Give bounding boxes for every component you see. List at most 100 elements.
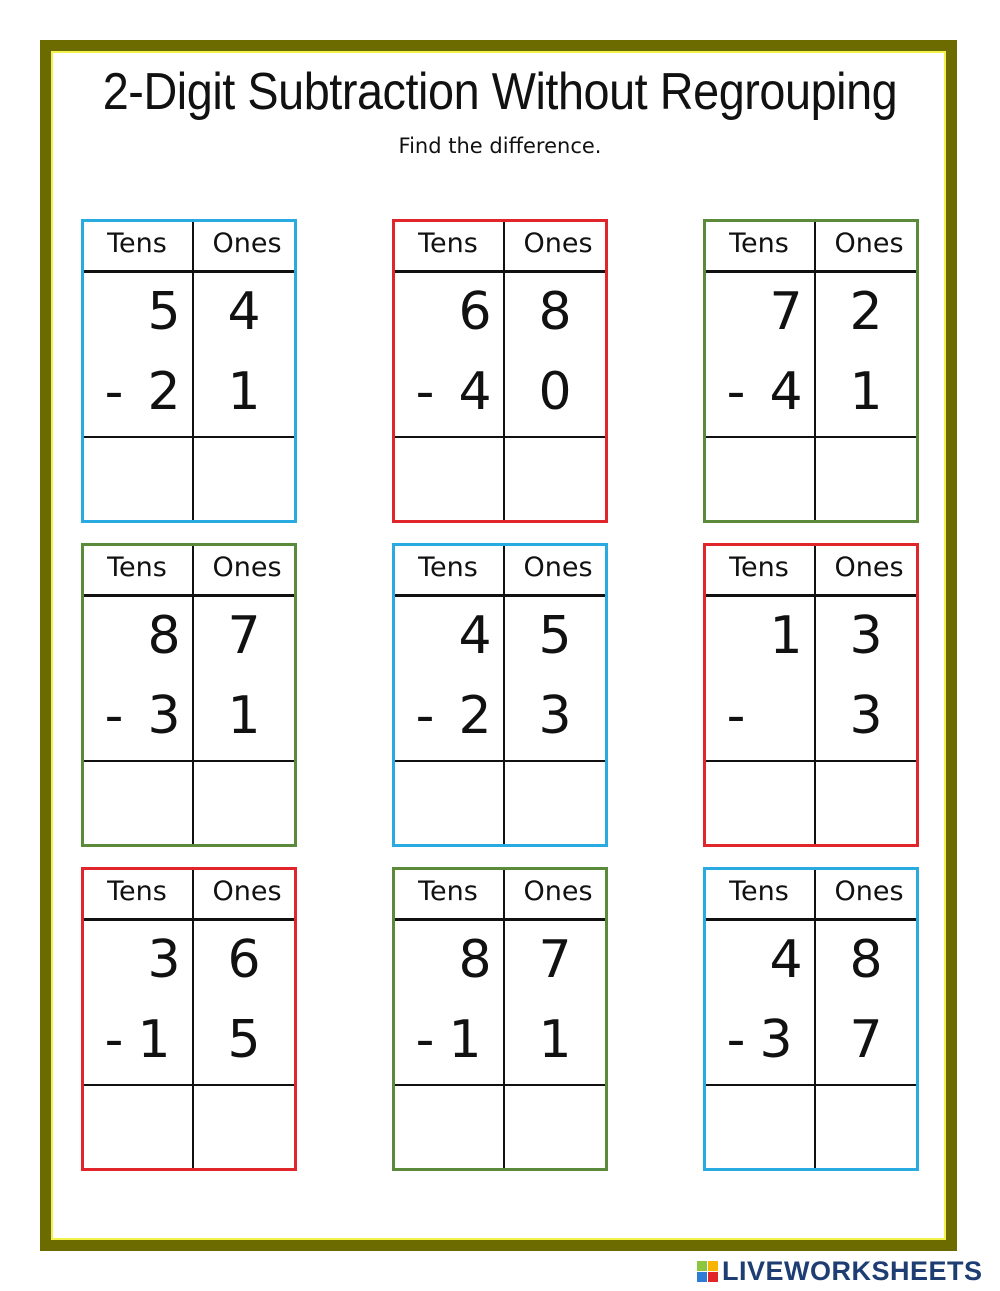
answer-ones-input[interactable] (505, 1086, 615, 1168)
bottom-tens-digit: 2 (147, 362, 181, 422)
tens-header: Tens (107, 552, 167, 583)
minus-sign: - (415, 362, 435, 422)
bottom-ones-digit: 7 (849, 1010, 883, 1070)
minus-sign: - (415, 686, 435, 746)
ones-header: Ones (834, 552, 904, 583)
top-ones-digit: 7 (538, 930, 572, 990)
problem-box: Tens Ones 4 8 -3 7 (703, 867, 926, 1171)
bottom-tens-digit: 2 (458, 686, 492, 746)
answer-ones-input[interactable] (816, 438, 926, 520)
tens-header: Tens (729, 552, 789, 583)
answer-ones-input[interactable] (194, 438, 304, 520)
column-divider (814, 546, 816, 844)
liveworksheets-logo: LIVEWORKSHEETS (697, 1256, 983, 1287)
ones-header: Ones (523, 552, 593, 583)
answer-tens-input[interactable] (706, 1086, 816, 1168)
answer-divider (706, 760, 916, 762)
answer-ones-input[interactable] (194, 1086, 304, 1168)
top-ones-digit: 8 (849, 930, 883, 990)
bottom-tens-digit: 3 (759, 1010, 793, 1070)
answer-tens-input[interactable] (395, 762, 505, 844)
answer-divider (706, 1084, 916, 1086)
ones-header: Ones (834, 876, 904, 907)
answer-ones-input[interactable] (816, 1086, 926, 1168)
problem-box: Tens Ones 1 3 - 3 (703, 543, 926, 847)
top-ones-digit: 7 (227, 606, 261, 666)
page-title: 2-Digit Subtraction Without Regrouping (102, 63, 898, 121)
header-row (395, 870, 605, 921)
answer-divider (395, 760, 605, 762)
answer-tens-input[interactable] (395, 438, 505, 520)
bottom-ones-digit: 1 (227, 362, 261, 422)
answer-divider (84, 1084, 294, 1086)
problem-box: Tens Ones 6 8 -4 0 (392, 219, 615, 523)
column-divider (814, 222, 816, 520)
answer-tens-input[interactable] (706, 762, 816, 844)
problem-box: Tens Ones 8 7-1 1 (392, 867, 615, 1171)
top-tens-digit: 7 (769, 282, 803, 342)
bottom-ones-digit: 5 (227, 1010, 261, 1070)
answer-divider (84, 436, 294, 438)
ones-header: Ones (212, 228, 282, 259)
answer-tens-input[interactable] (84, 438, 194, 520)
column-divider (503, 870, 505, 1168)
logo-blocks-icon (697, 1261, 718, 1282)
header-row (395, 546, 605, 597)
answer-divider (395, 436, 605, 438)
minus-sign: - (726, 686, 746, 746)
ones-header: Ones (834, 228, 904, 259)
bottom-tens-digit: 1 (137, 1010, 171, 1070)
minus-sign: - (104, 362, 124, 422)
answer-ones-input[interactable] (505, 762, 615, 844)
answer-ones-input[interactable] (816, 762, 926, 844)
top-tens-digit: 8 (147, 606, 181, 666)
top-ones-digit: 8 (538, 282, 572, 342)
minus-sign: - (104, 686, 124, 746)
minus-sign: - (726, 1010, 746, 1070)
problem-box: Tens Ones 8 7 -3 1 (81, 543, 304, 847)
header-row (706, 222, 916, 273)
answer-tens-input[interactable] (84, 1086, 194, 1168)
minus-sign: - (415, 1010, 435, 1070)
column-divider (503, 546, 505, 844)
top-tens-digit: 6 (458, 282, 492, 342)
bottom-ones-digit: 1 (538, 1010, 572, 1070)
bottom-ones-digit: 0 (538, 362, 572, 422)
answer-tens-input[interactable] (706, 438, 816, 520)
instructions: Find the difference. (398, 134, 602, 158)
bottom-tens-digit: 3 (147, 686, 181, 746)
answer-ones-input[interactable] (194, 762, 304, 844)
top-tens-digit: 4 (769, 930, 803, 990)
bottom-tens-digit: 1 (448, 1010, 482, 1070)
answer-ones-input[interactable] (505, 438, 615, 520)
bottom-ones-digit: 3 (538, 686, 572, 746)
page-border-inner (51, 51, 946, 1240)
top-tens-digit: 5 (147, 282, 181, 342)
column-divider (192, 870, 194, 1168)
problem-box: Tens Ones 4 5 -2 3 (392, 543, 615, 847)
bottom-tens-digit: 4 (769, 362, 803, 422)
problem-box: Tens Ones 7 2 -4 1 (703, 219, 926, 523)
minus-sign: - (726, 362, 746, 422)
tens-header: Tens (418, 876, 478, 907)
top-ones-digit: 3 (849, 606, 883, 666)
ones-header: Ones (212, 876, 282, 907)
answer-tens-input[interactable] (395, 1086, 505, 1168)
minus-sign: - (104, 1010, 124, 1070)
top-ones-digit: 4 (227, 282, 261, 342)
tens-header: Tens (418, 228, 478, 259)
header-row (706, 546, 916, 597)
top-ones-digit: 5 (538, 606, 572, 666)
problem-box: Tens Ones 3 6 -1 5 (81, 867, 304, 1171)
column-divider (192, 546, 194, 844)
column-divider (503, 222, 505, 520)
column-divider (192, 222, 194, 520)
top-tens-digit: 1 (769, 606, 803, 666)
problem-box: Tens Ones 5 4 -2 1 (81, 219, 304, 523)
answer-divider (706, 436, 916, 438)
top-tens-digit: 8 (458, 930, 492, 990)
answer-tens-input[interactable] (84, 762, 194, 844)
bottom-ones-digit: 1 (227, 686, 261, 746)
top-ones-digit: 6 (227, 930, 261, 990)
tens-header: Tens (729, 876, 789, 907)
